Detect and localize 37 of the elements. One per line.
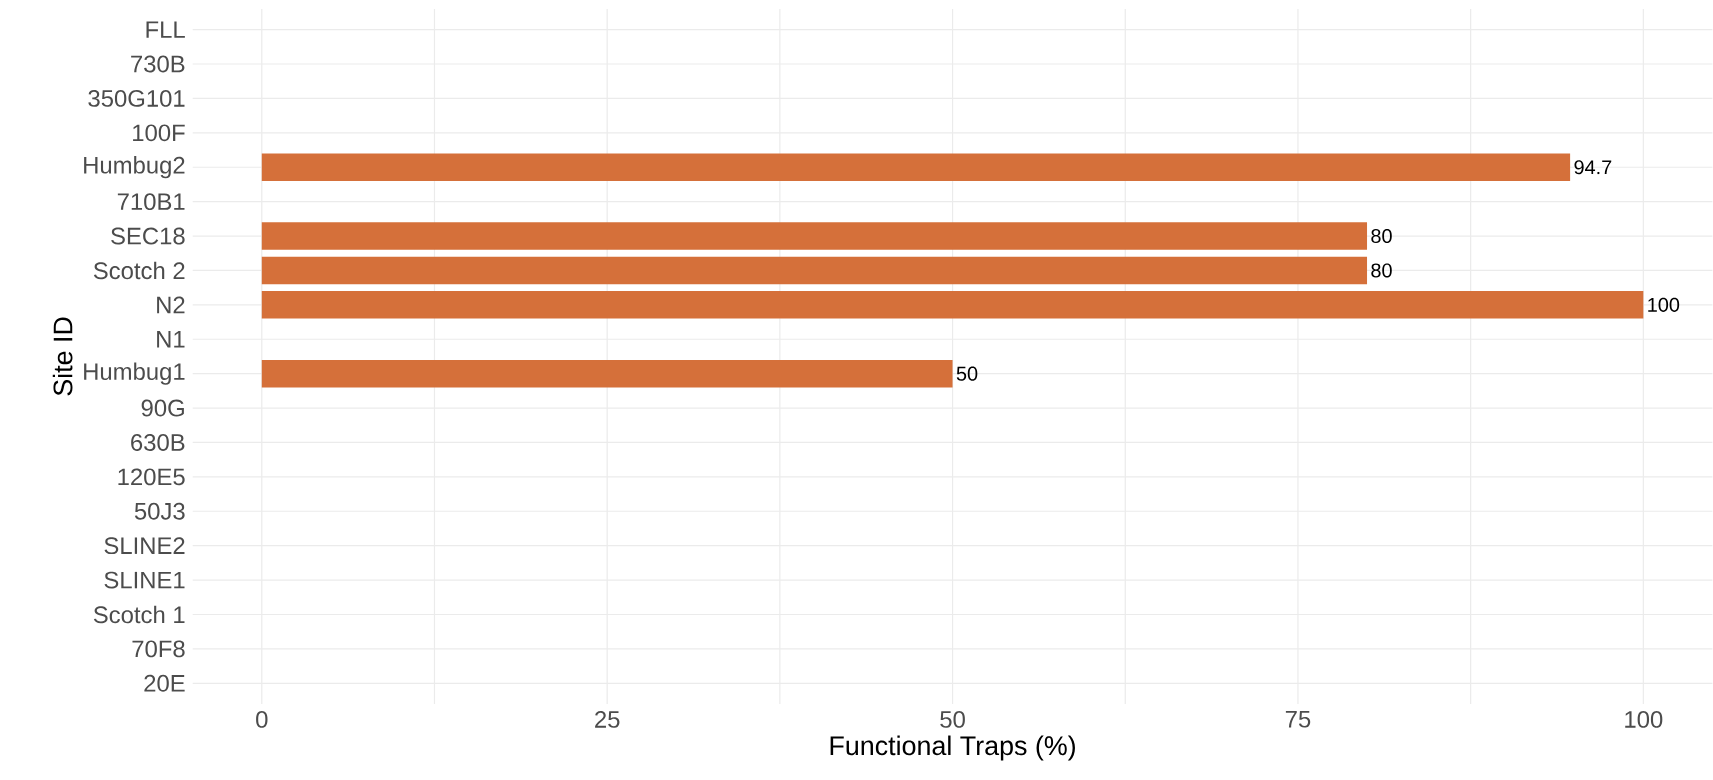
bar bbox=[261, 256, 1368, 285]
y-tick-label: Scotch 2 bbox=[93, 261, 185, 280]
y-tick-label: 90G bbox=[141, 399, 184, 417]
x-tick-label: 0 bbox=[256, 711, 268, 728]
y-tick-label: 350G101 bbox=[88, 90, 185, 107]
data-label: 100 bbox=[1648, 297, 1680, 312]
y-tick-label: 710B1 bbox=[117, 193, 185, 211]
data-label: 94.7 bbox=[1574, 160, 1612, 175]
bar bbox=[261, 153, 1571, 182]
y-tick-label: N1 bbox=[157, 331, 185, 348]
y-tick-label: 730B bbox=[131, 55, 185, 73]
data-label: 50 bbox=[956, 366, 978, 381]
x-tick-label: 100 bbox=[1625, 711, 1663, 728]
y-tick-label: Scotch 1 bbox=[93, 605, 185, 624]
bar bbox=[261, 291, 1644, 319]
y-tick-label: 70F8 bbox=[132, 640, 185, 658]
y-tick-label: 100F bbox=[133, 124, 185, 142]
x-tick-label: 25 bbox=[595, 711, 620, 728]
y-tick-label: SEC18 bbox=[111, 227, 185, 245]
y-tick-label: 630B bbox=[131, 434, 185, 451]
x-axis-title: Functional Traps (%) bbox=[830, 735, 1075, 761]
y-tick-label: 120E5 bbox=[118, 468, 185, 486]
y-axis-title: Site ID bbox=[52, 317, 73, 396]
x-tick-label: 75 bbox=[1285, 711, 1311, 728]
y-tick-label: 20E bbox=[144, 674, 185, 692]
y-tick-label: N2 bbox=[157, 296, 185, 314]
x-tick-label: 50 bbox=[940, 711, 965, 728]
y-tick-label: 50J3 bbox=[134, 502, 185, 520]
y-tick-label: SLINE1 bbox=[104, 571, 185, 589]
data-label: 80 bbox=[1371, 229, 1392, 244]
bar bbox=[261, 359, 953, 388]
y-tick-label: SLINE2 bbox=[104, 537, 185, 555]
bar bbox=[261, 222, 1368, 250]
y-tick-label: FLL bbox=[146, 21, 185, 38]
y-tick-label: Humbug1 bbox=[84, 362, 185, 385]
y-tick-label: Humbug2 bbox=[84, 156, 185, 179]
data-label: 80 bbox=[1371, 263, 1392, 278]
